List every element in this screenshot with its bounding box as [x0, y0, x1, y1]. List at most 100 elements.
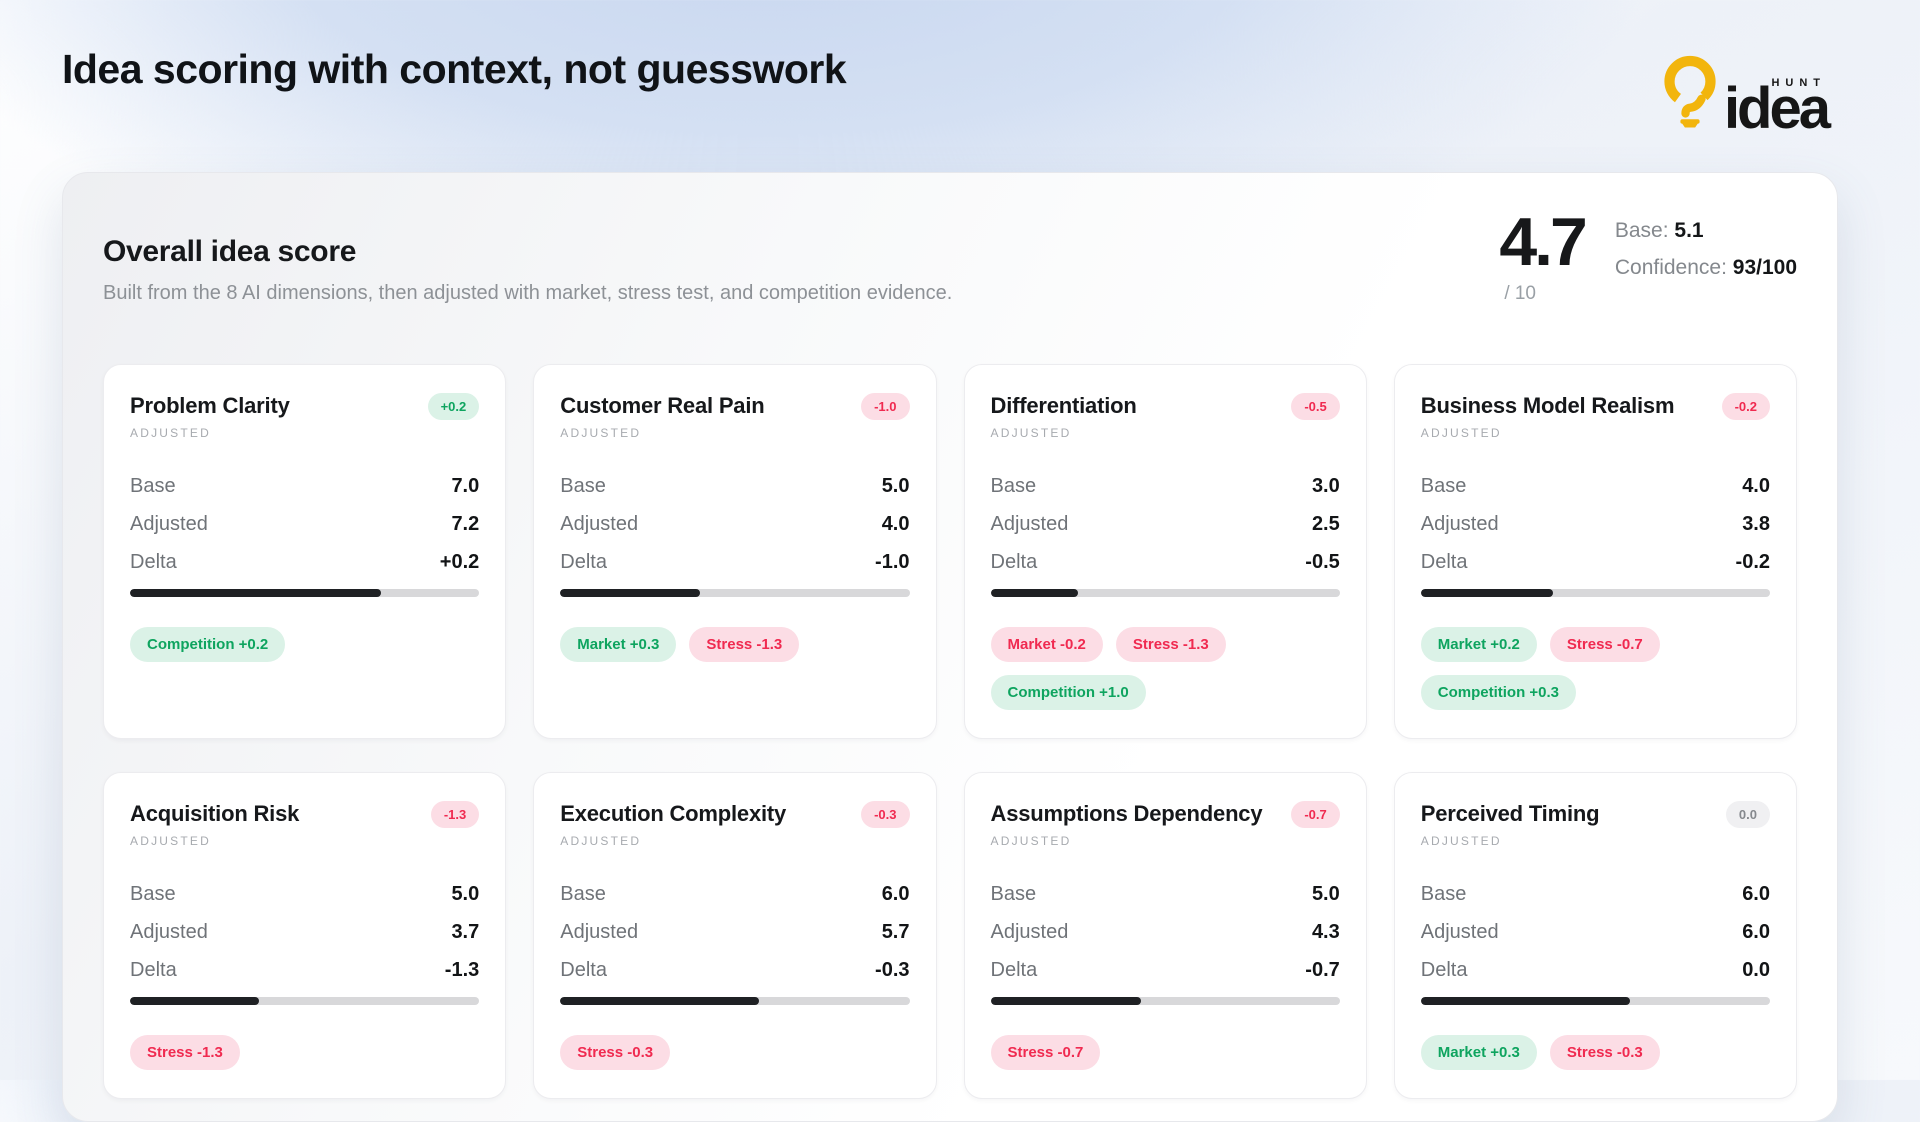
base-row-value: 7.0 [451, 475, 480, 497]
card-head-text: Perceived Timing ADJUSTED [1421, 801, 1600, 848]
overall-score-block: 4.7 / 10 Base: 5.1 Confidence: 93/100 [1499, 204, 1797, 305]
evidence-chip: Stress -0.3 [1549, 1035, 1660, 1070]
base-row-label: Base [560, 475, 606, 497]
adjusted-tag: ADJUSTED [1420, 426, 1502, 440]
card-head: Differentiation ADJUSTED -0.5 [991, 393, 1340, 440]
overall-score-subtitle: Built from the 8 AI dimensions, then adj… [103, 282, 953, 304]
dimension-card: Customer Real Pain ADJUSTED -1.0 Base 5.… [533, 364, 937, 739]
adjusted-row: Adjusted 4.3 [991, 921, 1340, 944]
chip-list: Market -0.2 Stress -1.3 Competition +1.0 [990, 627, 1340, 710]
score-rows: Base 6.0 Adjusted 6.0 Delta 0.0 [1421, 883, 1770, 982]
base-score-value: 5.1 [1674, 219, 1704, 242]
adjusted-row-value: 7.2 [451, 513, 480, 535]
delta-value: -0.7 [1305, 959, 1340, 981]
evidence-chip: Market +0.3 [1420, 1035, 1537, 1070]
adjusted-row: Adjusted 4.0 [560, 513, 909, 536]
confidence-label: Confidence: [1614, 256, 1727, 279]
dimension-card: Differentiation ADJUSTED -0.5 Base 3.0 A… [963, 364, 1367, 739]
base-row-label: Base [990, 475, 1037, 497]
evidence-chip: Competition +1.0 [990, 675, 1146, 710]
card-head-text: Business Model Realism ADJUSTED [1421, 393, 1675, 440]
score-bar-track [560, 589, 910, 597]
adjusted-tag: ADJUSTED [560, 426, 642, 440]
base-row-label: Base [990, 883, 1037, 905]
card-delta-badge: -1.0 [861, 393, 910, 420]
chip-list: Stress -1.3 [130, 1035, 479, 1070]
dimension-card: Assumptions Dependency ADJUSTED -0.7 Bas… [963, 772, 1367, 1099]
adjusted-row-label: Adjusted [990, 513, 1069, 535]
base-row-label: Base [1420, 475, 1467, 497]
base-row: Base 5.0 [560, 475, 909, 498]
base-row-value: 6.0 [1742, 883, 1770, 905]
adjusted-tag: ADJUSTED [560, 834, 642, 848]
dimension-card: Perceived Timing ADJUSTED 0.0 Base 6.0 A… [1393, 772, 1797, 1099]
panel-header-text: Overall idea score Built from the 8 AI d… [103, 235, 952, 305]
chip-list: Market +0.3 Stress -1.3 [560, 627, 909, 662]
confidence-line: Confidence: 93/100 [1615, 256, 1797, 280]
adjusted-row-label: Adjusted [1420, 513, 1499, 535]
card-title: Acquisition Risk [130, 801, 300, 826]
delta-value: +0.2 [439, 551, 480, 573]
adjusted-row-label: Adjusted [560, 513, 639, 535]
score-bar-fill [560, 589, 700, 597]
base-row-label: Base [130, 883, 176, 905]
score-rows: Base 5.0 Adjusted 4.3 Delta -0.7 [991, 883, 1340, 982]
delta-row: Delta -1.3 [130, 959, 479, 982]
score-bar-track [1420, 589, 1770, 597]
base-row-value: 5.0 [881, 475, 910, 497]
delta-row: Delta 0.0 [1421, 959, 1770, 982]
card-title: Execution Complexity [560, 801, 787, 826]
delta-row-label: Delta [990, 551, 1038, 573]
card-head-text: Assumptions Dependency ADJUSTED [991, 801, 1263, 848]
delta-row: Delta -0.2 [1421, 551, 1770, 574]
overall-score-value: 4.7 [1499, 204, 1588, 280]
base-row: Base 4.0 [1421, 475, 1770, 498]
delta-row: Delta +0.2 [130, 551, 479, 574]
logo-text: HUNT idea [1724, 77, 1834, 138]
adjusted-tag: ADJUSTED [990, 834, 1072, 848]
overall-score-heading: Overall idea score [103, 235, 357, 268]
top-bar: Idea scoring with context, not guesswork… [0, 0, 1920, 172]
base-row: Base 6.0 [1421, 883, 1770, 906]
adjusted-row: Adjusted 3.8 [1421, 513, 1770, 536]
adjusted-row: Adjusted 6.0 [1421, 921, 1770, 944]
dimension-card: Problem Clarity ADJUSTED +0.2 Base 7.0 A… [103, 364, 507, 739]
card-head: Execution Complexity ADJUSTED -0.3 [560, 801, 910, 848]
delta-row-label: Delta [1420, 551, 1468, 573]
delta-row: Delta -1.0 [560, 551, 909, 574]
evidence-chip: Stress -1.3 [689, 627, 800, 662]
page-title: Idea scoring with context, not guesswork [62, 46, 847, 92]
card-delta-badge: -0.3 [861, 801, 910, 828]
score-bar-track [130, 589, 480, 597]
base-row: Base 7.0 [130, 475, 479, 498]
base-row-value: 5.0 [451, 883, 480, 905]
base-row-label: Base [560, 883, 606, 905]
base-score-label: Base: [1614, 219, 1669, 242]
score-number-block: 4.7 / 10 [1499, 204, 1588, 305]
score-bar-fill [990, 997, 1141, 1005]
card-head: Acquisition Risk ADJUSTED -1.3 [130, 801, 480, 848]
score-bar-fill [130, 997, 260, 1005]
score-info: Base: 5.1 Confidence: 93/100 [1615, 219, 1797, 305]
score-bar-fill [990, 589, 1078, 597]
card-delta-badge: -0.2 [1721, 393, 1770, 420]
card-delta-badge: -0.5 [1291, 393, 1340, 420]
base-row: Base 3.0 [991, 475, 1340, 498]
score-bar-fill [560, 997, 760, 1005]
score-rows: Base 7.0 Adjusted 7.2 Delta +0.2 [130, 475, 479, 574]
score-bar-track [990, 997, 1340, 1005]
delta-row-label: Delta [1420, 959, 1468, 981]
evidence-chip: Market +0.3 [560, 627, 677, 662]
delta-row-label: Delta [130, 551, 177, 573]
score-rows: Base 3.0 Adjusted 2.5 Delta -0.5 [991, 475, 1340, 574]
score-bar-track [130, 997, 480, 1005]
chip-list: Market +0.2 Stress -0.7 Competition +0.3 [1420, 627, 1770, 710]
delta-row: Delta -0.5 [991, 551, 1340, 574]
card-delta-badge: +0.2 [427, 393, 480, 420]
score-bar-fill [1420, 589, 1554, 597]
base-row-label: Base [1420, 883, 1467, 905]
dimension-card: Execution Complexity ADJUSTED -0.3 Base … [533, 772, 937, 1099]
card-head-text: Problem Clarity ADJUSTED [130, 393, 290, 440]
adjusted-row-value: 3.7 [451, 921, 480, 943]
logo-hunt-label: HUNT [1771, 76, 1826, 89]
